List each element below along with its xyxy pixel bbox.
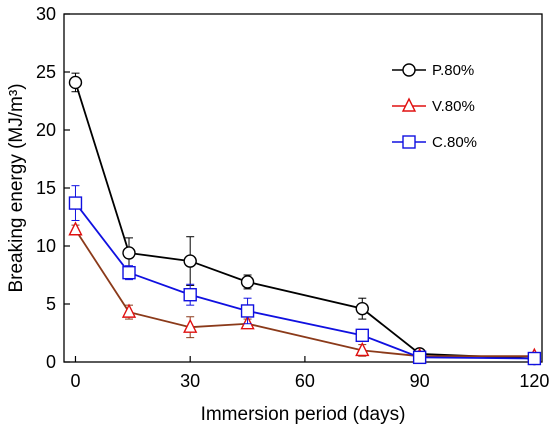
data-point-P.80%-3: [240, 275, 255, 289]
x-tick-label-90: 90: [410, 371, 430, 391]
data-point-C.80%-6: [527, 351, 542, 366]
legend-label-P.80%: P.80%: [432, 62, 474, 79]
y-tick-label-0: 0: [46, 352, 56, 372]
y-tick-label-10: 10: [36, 236, 56, 256]
x-tick-label-120: 120: [519, 371, 549, 391]
series-layer: [68, 72, 542, 366]
legend-label-C.80%: C.80%: [432, 134, 477, 151]
data-point-C.80%-1: [122, 265, 136, 280]
data-point-V.80%-1: [121, 303, 137, 318]
data-point-C.80%-0: [68, 196, 83, 210]
legend-marker-V.80%: [401, 97, 417, 112]
data-point-C.80%-2: [183, 288, 197, 302]
legend: P.80% V.80% C.80%: [392, 62, 477, 151]
series-line-V.80%: [74, 229, 535, 358]
y-tick-label-5: 5: [46, 294, 56, 314]
series-P.80%: [68, 72, 542, 366]
series-line-P.80%: [74, 82, 535, 360]
data-point-V.80%-4: [355, 341, 370, 357]
data-point-P.80%-0: [68, 75, 83, 90]
data-point-C.80%-4: [355, 328, 369, 343]
y-tick-label-15: 15: [36, 178, 56, 198]
data-point-C.80%-5: [412, 350, 427, 365]
y-axis-label: Breaking energy (MJ/m³): [6, 83, 27, 292]
data-point-P.80%-4: [355, 301, 369, 316]
plot-area: 0 5 10 15 20 25 30 0 30 60 90 120: [36, 4, 549, 391]
series-C.80%: [68, 185, 542, 366]
data-point-P.80%-2: [183, 254, 197, 268]
x-tick-label-0: 0: [70, 371, 80, 391]
series-line-C.80%: [74, 202, 535, 360]
data-point-V.80%-2: [183, 318, 198, 333]
x-tick-label-60: 60: [295, 371, 315, 391]
series-V.80%: [68, 221, 542, 362]
data-point-P.80%-1: [122, 246, 136, 260]
legend-label-V.80%: V.80%: [432, 98, 475, 115]
legend-marker-P.80%: [402, 63, 416, 77]
y-tick-label-30: 30: [36, 4, 56, 24]
y-tick-label-25: 25: [36, 62, 56, 82]
x-axis-label: Immersion period (days): [201, 404, 406, 425]
x-tick-label-30: 30: [180, 371, 200, 391]
y-tick-label-20: 20: [36, 120, 56, 140]
legend-marker-C.80%: [402, 135, 416, 149]
data-point-C.80%-3: [240, 304, 255, 318]
data-point-V.80%-0: [68, 221, 83, 236]
